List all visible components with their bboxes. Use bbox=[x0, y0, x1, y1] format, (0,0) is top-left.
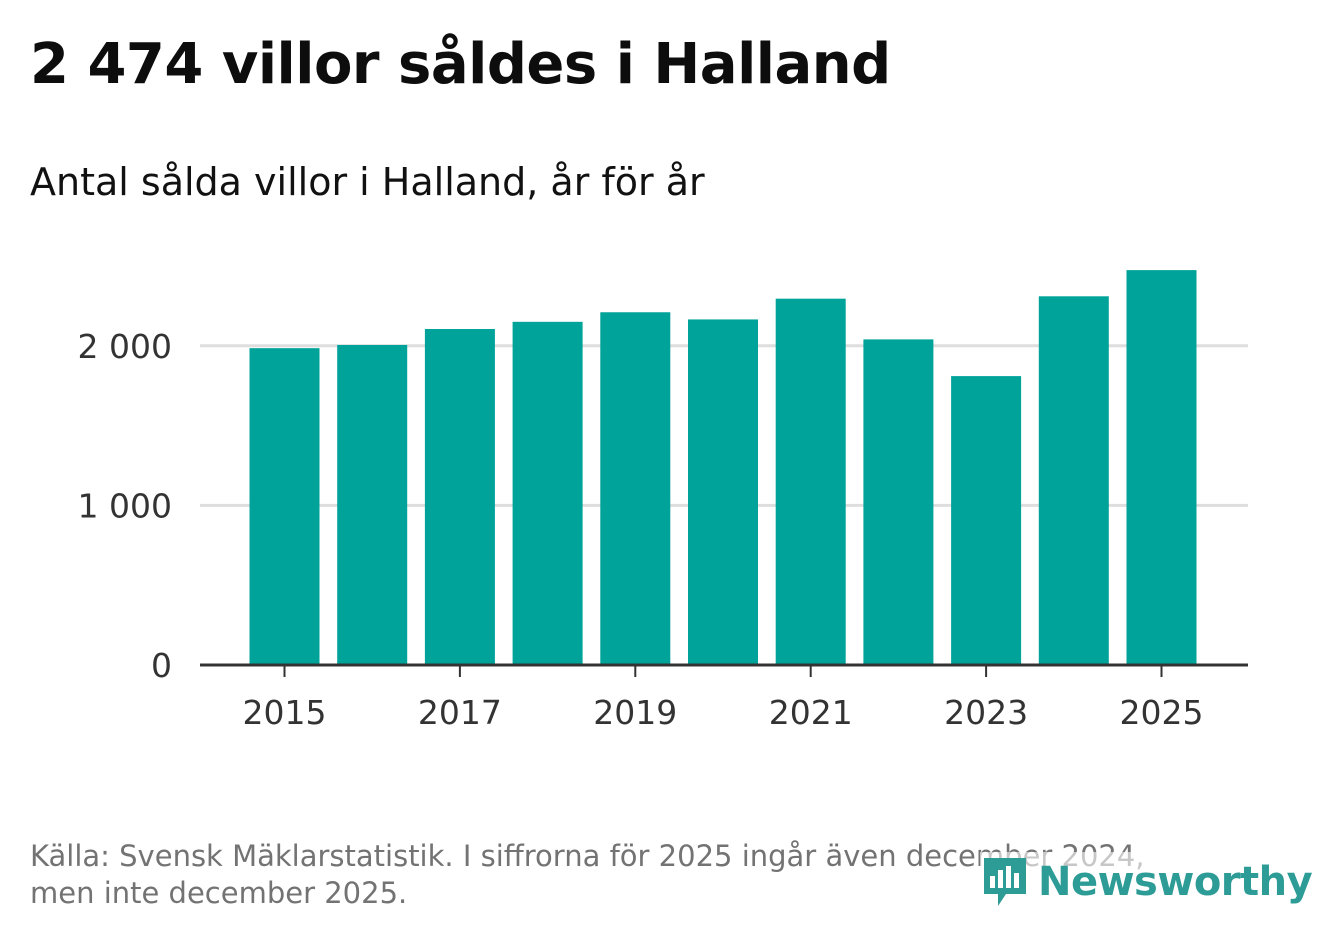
bar-2024 bbox=[1038, 296, 1109, 665]
source-line-1: Källa: Svensk Mäklarstatistik. I siffror… bbox=[30, 839, 1145, 873]
source-note: Källa: Svensk Mäklarstatistik. I siffror… bbox=[30, 838, 1230, 912]
y-tick-label-0: 0 bbox=[151, 646, 172, 685]
y-tick-label-1000: 1 000 bbox=[78, 486, 172, 525]
x-tick-label-2025: 2025 bbox=[1120, 693, 1204, 732]
chart-subtitle: Antal sålda villor i Halland, år för år bbox=[30, 160, 705, 204]
x-tick-label-2017: 2017 bbox=[418, 693, 502, 732]
bar-2015 bbox=[249, 348, 320, 665]
bar-2023 bbox=[951, 376, 1022, 665]
newsworthy-wordmark: Newsworthy bbox=[1038, 859, 1313, 905]
x-tick-label-2021: 2021 bbox=[769, 693, 853, 732]
x-tick-label-2019: 2019 bbox=[593, 693, 677, 732]
bars bbox=[249, 270, 1197, 665]
newsworthy-logo: Newsworthy bbox=[980, 852, 1313, 912]
source-line-2: men inte december 2025. bbox=[30, 876, 408, 910]
chart-title: 2 474 villor såldes i Halland bbox=[30, 32, 891, 97]
y-axis-labels: 0 1 000 2 000 bbox=[78, 327, 172, 685]
x-tick-label-2015: 2015 bbox=[243, 693, 327, 732]
bar-2019 bbox=[600, 312, 671, 665]
bar-2020 bbox=[688, 319, 758, 665]
bar-2018 bbox=[512, 321, 583, 665]
bar-2016 bbox=[337, 344, 408, 665]
bar-2017 bbox=[424, 329, 495, 665]
bar-2022 bbox=[863, 339, 934, 665]
bar-2025 bbox=[1126, 270, 1197, 665]
y-tick-label-2000: 2 000 bbox=[78, 327, 172, 366]
newsworthy-chart-bubble-icon bbox=[984, 858, 1026, 906]
x-tick-label-2023: 2023 bbox=[944, 693, 1028, 732]
x-axis bbox=[200, 663, 1248, 677]
x-axis-labels: 2015 2017 2019 2021 2023 2025 bbox=[243, 693, 1204, 732]
bar-2021 bbox=[775, 298, 846, 665]
